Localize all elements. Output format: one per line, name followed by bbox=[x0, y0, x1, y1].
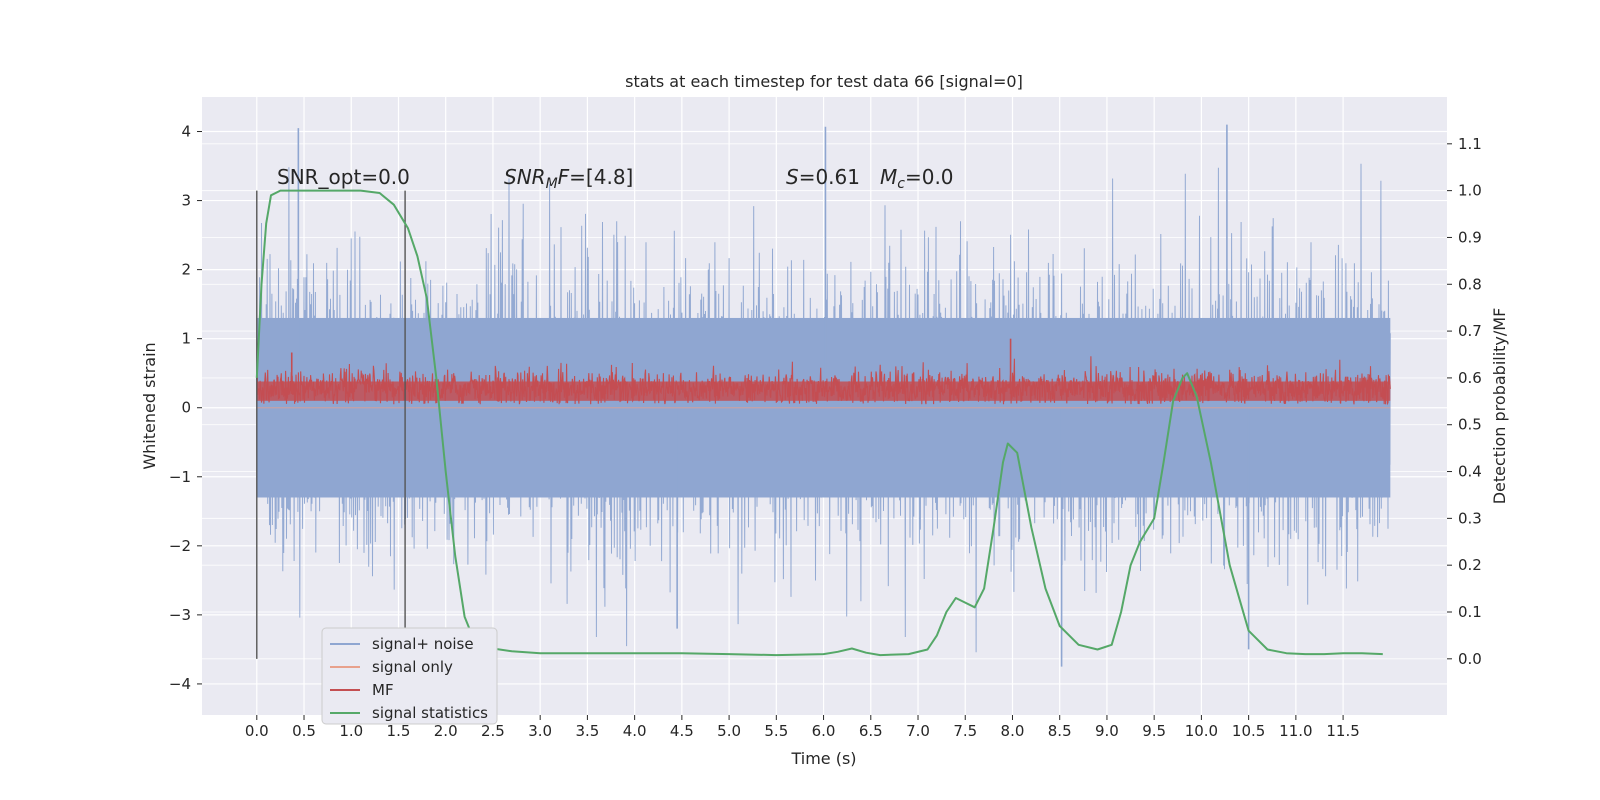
y-axis-title: Whitened strain bbox=[140, 342, 159, 469]
x-tick-label: 9.5 bbox=[1142, 722, 1166, 740]
y2-tick-label: 0.2 bbox=[1458, 556, 1482, 574]
x-tick-label: 10.0 bbox=[1185, 722, 1218, 740]
y-tick-label: −4 bbox=[169, 675, 191, 693]
x-tick-label: 1.0 bbox=[339, 722, 363, 740]
y-tick-label: −3 bbox=[169, 606, 191, 624]
legend-label: signal+ noise bbox=[372, 635, 474, 653]
x-tick-label: 0.5 bbox=[292, 722, 316, 740]
x-tick-label: 2.0 bbox=[434, 722, 458, 740]
annotation-mc: Mc=0.0 bbox=[880, 165, 954, 192]
x-tick-label: 3.5 bbox=[575, 722, 599, 740]
annotation-mc-subscript: c bbox=[897, 176, 905, 192]
annotation-s: S=0.61 bbox=[786, 165, 860, 189]
y-tick-label: 4 bbox=[181, 123, 191, 141]
y-axis-left-ticks: 4 3 2 1 0 −1 −2 −3 −4 bbox=[169, 123, 202, 693]
legend-label: signal statistics bbox=[372, 704, 488, 722]
x-axis-title: Time (s) bbox=[790, 749, 856, 768]
y2-tick-label: 0.4 bbox=[1458, 463, 1482, 481]
y-tick-label: 1 bbox=[181, 330, 191, 348]
annotation-snr-mf-value: =[4.8] bbox=[569, 165, 633, 189]
y2-tick-label: 1.1 bbox=[1458, 135, 1482, 153]
x-tick-label: 0.0 bbox=[245, 722, 269, 740]
x-tick-label: 3.0 bbox=[528, 722, 552, 740]
x-axis-ticks: 0.0 0.5 1.0 1.5 2.0 2.5 3.0 3.5 4.0 4.5 5.0 5.5 6.0 6… bbox=[245, 715, 1360, 740]
y2-tick-label: 0.9 bbox=[1458, 228, 1482, 246]
annotation-snr-mf-symbol: SNR bbox=[504, 165, 546, 189]
annotation-s-value: =0.61 bbox=[799, 165, 860, 189]
y2-axis-title: Detection probability/MF bbox=[1490, 308, 1509, 505]
x-tick-label: 5.5 bbox=[764, 722, 788, 740]
y2-tick-label: 1.0 bbox=[1458, 182, 1482, 200]
y-axis-right-ticks: 1.1 1.0 0.9 0.8 0.7 0.6 0.5 0.4 0.3 0.2 0.1 0.0 bbox=[1447, 135, 1482, 668]
annotation-mc-value: =0.0 bbox=[905, 165, 954, 189]
x-tick-label: 8.0 bbox=[1001, 722, 1025, 740]
x-tick-label: 4.5 bbox=[670, 722, 694, 740]
x-tick-label: 1.5 bbox=[387, 722, 411, 740]
annotation-snr-mf-subscript: M bbox=[546, 176, 558, 192]
x-tick-label: 7.5 bbox=[953, 722, 977, 740]
x-tick-label: 11.5 bbox=[1326, 722, 1359, 740]
x-tick-label: 8.5 bbox=[1048, 722, 1072, 740]
legend: signal+ noise signal only MF signal statist… bbox=[321, 627, 498, 725]
legend-label: signal only bbox=[372, 658, 453, 676]
legend-label: MF bbox=[372, 681, 394, 699]
x-tick-label: 5.0 bbox=[717, 722, 741, 740]
x-tick-label: 2.5 bbox=[481, 722, 505, 740]
mf-core bbox=[256, 381, 1391, 401]
y-tick-label: 2 bbox=[181, 261, 191, 279]
y2-tick-label: 0.3 bbox=[1458, 509, 1482, 527]
x-tick-label: 9.0 bbox=[1095, 722, 1119, 740]
y2-tick-label: 0.6 bbox=[1458, 369, 1482, 387]
annotation-snr-opt: SNR_opt=0.0 bbox=[277, 165, 410, 189]
chart-title: stats at each timestep for test data 66 … bbox=[625, 72, 1023, 91]
mf-series bbox=[256, 338, 1391, 406]
annotation-mc-symbol: M bbox=[880, 165, 897, 189]
marker-lines bbox=[256, 190, 406, 659]
y-tick-label: 3 bbox=[181, 192, 191, 210]
annotation-snr-mf-symbol-f: F bbox=[558, 165, 570, 189]
y-tick-label: −1 bbox=[169, 468, 191, 486]
legend-box bbox=[321, 627, 498, 725]
annotation-s-symbol: S bbox=[786, 165, 799, 189]
y2-tick-label: 0.8 bbox=[1458, 275, 1482, 293]
signal-statistics-series bbox=[255, 189, 1383, 657]
x-tick-label: 6.5 bbox=[859, 722, 883, 740]
annotation-snr-mf: SNRMF=[4.8] bbox=[504, 165, 633, 192]
x-tick-label: 6.0 bbox=[812, 722, 836, 740]
x-tick-label: 10.5 bbox=[1232, 722, 1265, 740]
signal-statistics-line bbox=[255, 189, 1383, 657]
y-tick-label: 0 bbox=[181, 399, 191, 417]
y2-tick-label: 0.7 bbox=[1458, 322, 1482, 340]
y2-tick-label: 0.1 bbox=[1458, 603, 1482, 621]
y2-tick-label: 0.5 bbox=[1458, 416, 1482, 434]
x-tick-label: 4.0 bbox=[623, 722, 647, 740]
x-tick-label: 7.0 bbox=[906, 722, 930, 740]
y-tick-label: −2 bbox=[169, 537, 191, 555]
y2-tick-label: 0.0 bbox=[1458, 650, 1482, 668]
x-tick-label: 11.0 bbox=[1279, 722, 1312, 740]
